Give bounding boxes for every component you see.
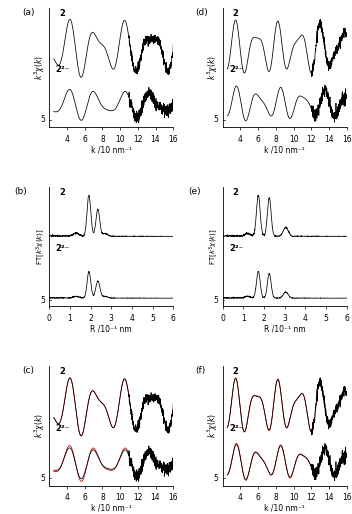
Text: 2²⁻: 2²⁻ [229, 244, 243, 253]
Text: (a): (a) [22, 8, 34, 17]
Text: 2²⁻: 2²⁻ [56, 424, 69, 433]
Text: 5: 5 [40, 296, 45, 305]
X-axis label: k /10 nm⁻¹: k /10 nm⁻¹ [91, 504, 132, 513]
Text: 5: 5 [40, 116, 45, 124]
Y-axis label: FT[$k^3\chi(k)$]: FT[$k^3\chi(k)$] [207, 228, 220, 265]
Text: (f): (f) [195, 366, 206, 375]
X-axis label: k /10 nm⁻¹: k /10 nm⁻¹ [91, 145, 132, 154]
Text: (c): (c) [22, 366, 34, 375]
X-axis label: R /10⁻¹ nm: R /10⁻¹ nm [90, 324, 132, 334]
Y-axis label: $k^3\chi(k)$: $k^3\chi(k)$ [32, 413, 46, 438]
Text: 2: 2 [233, 368, 239, 376]
Text: 5: 5 [214, 296, 219, 305]
Text: 5: 5 [214, 116, 219, 124]
Y-axis label: $k^3\chi(k)$: $k^3\chi(k)$ [206, 55, 220, 80]
Text: 5: 5 [214, 474, 219, 483]
Y-axis label: $k^3\chi(k)$: $k^3\chi(k)$ [206, 413, 220, 438]
Y-axis label: FT[$k^3\chi(k)$]: FT[$k^3\chi(k)$] [34, 228, 46, 265]
Text: 2: 2 [59, 188, 65, 197]
X-axis label: R /10⁻¹ nm: R /10⁻¹ nm [264, 324, 306, 334]
Text: 2²⁻: 2²⁻ [229, 424, 243, 433]
Y-axis label: $k^3\chi(k)$: $k^3\chi(k)$ [32, 55, 46, 80]
X-axis label: k /10 nm⁻¹: k /10 nm⁻¹ [264, 145, 305, 154]
Text: 2²⁻: 2²⁻ [229, 65, 243, 74]
Text: 2: 2 [59, 368, 65, 376]
Text: 2²⁻: 2²⁻ [56, 244, 69, 253]
Text: 5: 5 [40, 474, 45, 483]
Text: 2: 2 [59, 9, 65, 18]
Text: (d): (d) [195, 8, 208, 17]
Text: (e): (e) [188, 187, 201, 196]
Text: 2: 2 [233, 9, 239, 18]
X-axis label: k /10 nm⁻¹: k /10 nm⁻¹ [264, 504, 305, 513]
Text: 2: 2 [233, 188, 239, 197]
Text: 2²⁻: 2²⁻ [56, 65, 69, 74]
Text: (b): (b) [14, 187, 27, 196]
